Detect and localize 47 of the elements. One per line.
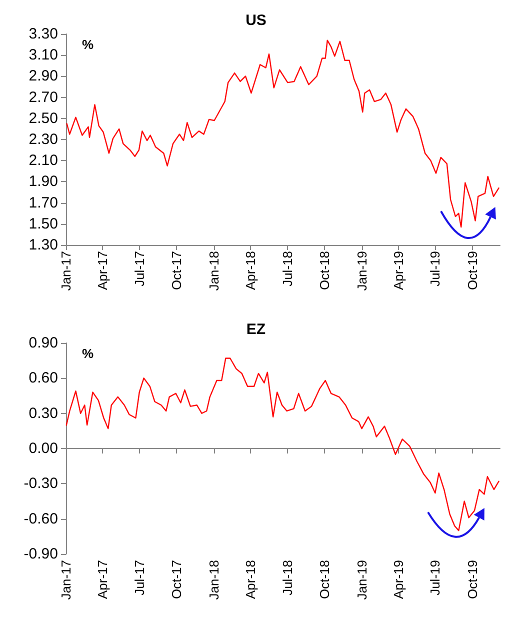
y-tick-label: 0.60 bbox=[28, 370, 58, 387]
x-tick-label: Jul-17 bbox=[132, 560, 147, 596]
x-tick-label: Jul-19 bbox=[428, 251, 443, 286]
y-tick-label: 3.30 bbox=[28, 26, 58, 42]
y-tick-label: 1.70 bbox=[28, 194, 58, 212]
x-tick-label: Apr-18 bbox=[242, 560, 258, 600]
y-tick-label: 0.00 bbox=[28, 440, 58, 457]
x-tick-label: Jul-18 bbox=[280, 251, 295, 286]
x-tick-label: Jan-17 bbox=[58, 251, 74, 291]
chart-title: US bbox=[246, 12, 266, 29]
y-tick-label: 1.90 bbox=[28, 173, 58, 190]
x-tick-label: Jul-19 bbox=[428, 560, 443, 596]
x-tick-label: Apr-19 bbox=[390, 560, 406, 600]
x-tick-label: Apr-18 bbox=[242, 251, 258, 290]
x-tick-label: Oct-19 bbox=[464, 251, 480, 290]
y-tick-label: 2.70 bbox=[28, 88, 58, 106]
y-axis-title: % bbox=[82, 346, 94, 361]
y-tick-label: 1.30 bbox=[28, 236, 58, 254]
chart-title: EZ bbox=[246, 321, 266, 338]
x-tick-label: Oct-17 bbox=[169, 560, 184, 600]
y-tick-label: 0.90 bbox=[28, 334, 58, 352]
x-tick-label: Jul-17 bbox=[132, 251, 147, 286]
x-tick-label: Jan-19 bbox=[354, 251, 370, 291]
line-series bbox=[66, 40, 500, 228]
x-tick-label: Oct-17 bbox=[169, 251, 184, 290]
x-tick-label: Oct-19 bbox=[464, 560, 480, 600]
x-tick-label: Oct-18 bbox=[317, 560, 332, 600]
y-tick-label: -0.90 bbox=[24, 546, 58, 562]
y-tick-label: -0.30 bbox=[24, 475, 58, 492]
x-tick-label: Oct-18 bbox=[317, 251, 332, 290]
y-tick-label: 0.30 bbox=[28, 404, 58, 422]
y-tick-label: -0.60 bbox=[24, 510, 58, 528]
y-tick-label: 3.10 bbox=[28, 46, 58, 64]
y-axis-title: % bbox=[82, 37, 94, 52]
x-tick-label: Jul-18 bbox=[280, 560, 295, 596]
y-tick-label: 2.10 bbox=[28, 152, 58, 170]
x-tick-label: Jan-19 bbox=[354, 560, 370, 600]
y-tick-label: 2.90 bbox=[28, 68, 58, 85]
y-tick-label: 2.50 bbox=[28, 110, 58, 127]
y-tick-label: 2.30 bbox=[28, 131, 58, 148]
x-tick-label: Jan-18 bbox=[206, 560, 222, 600]
x-tick-label: Jan-17 bbox=[58, 560, 74, 600]
x-tick-label: Jan-18 bbox=[206, 251, 222, 291]
x-tick-label: Apr-19 bbox=[390, 251, 406, 290]
x-tick-label: Apr-17 bbox=[94, 560, 110, 600]
y-tick-label: 1.50 bbox=[28, 215, 58, 232]
x-tick-label: Apr-17 bbox=[94, 251, 110, 290]
